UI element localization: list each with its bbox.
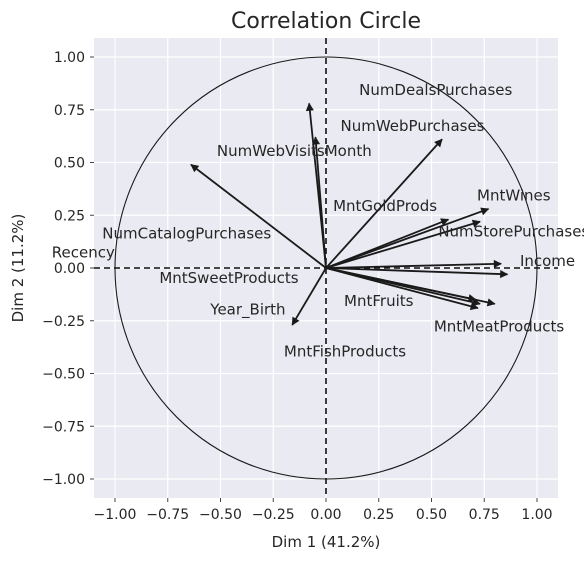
variable-label: Income (520, 252, 575, 270)
loading-arrow (325, 259, 502, 269)
variable-label: MntFruits (344, 292, 414, 310)
loading-arrow (325, 267, 479, 311)
y-tick-label: 0.25 (54, 208, 85, 224)
variable-label: MntFishProducts (284, 343, 406, 361)
loading-arrow (325, 138, 443, 269)
loading-arrow (291, 267, 327, 326)
loading-arrow (325, 267, 477, 303)
x-tick-label: −0.25 (252, 507, 295, 523)
variable-label: MntWines (477, 186, 551, 204)
x-tick-label: −0.50 (199, 507, 242, 523)
variable-label: NumDealsPurchases (359, 81, 512, 99)
variable-label: NumCatalogPurchases (102, 224, 271, 242)
y-tick-label: −0.50 (42, 367, 85, 383)
loading-arrow (190, 163, 327, 269)
x-tick-label: 1.00 (521, 507, 552, 523)
loading-arrow (325, 267, 509, 279)
x-tick-label: 0.75 (469, 507, 500, 523)
x-tick-label: 0.25 (363, 507, 394, 523)
x-axis-label: Dim 1 (41.2%) (272, 533, 381, 551)
loading-arrow (325, 218, 450, 269)
x-tick-label: 0.00 (310, 507, 341, 523)
variable-label: MntMeatProducts (434, 317, 565, 335)
variable-label: NumWebPurchases (341, 117, 485, 135)
variable-label: MntGoldProds (333, 197, 437, 215)
x-axis-ticks: −1.00 −0.75 −0.50 −0.25 0.00 0.25 0.50 0.75 1.00 (94, 498, 553, 523)
loading-arrow (325, 219, 481, 269)
y-tick-label: 1.00 (54, 50, 85, 66)
y-tick-label: −0.75 (42, 419, 85, 435)
variable-label: Year_Birth (209, 300, 285, 319)
loading-arrow (311, 136, 327, 269)
y-tick-label: −1.00 (42, 472, 85, 488)
y-tick-label: 0.75 (54, 103, 85, 119)
chart-title: Correlation Circle (231, 9, 421, 34)
variable-label: NumWebVisitsMonth (217, 142, 372, 160)
x-tick-label: 0.50 (416, 507, 447, 523)
y-axis-label: Dim 2 (11.2%) (9, 214, 27, 323)
y-tick-label: 0.50 (54, 156, 85, 172)
plot-content: NumDealsPurchases NumWebPurchases NumWebVi… (52, 38, 584, 498)
x-tick-label: −0.75 (146, 507, 189, 523)
x-tick-label: −1.00 (94, 507, 137, 523)
variable-label: NumStorePurchases (438, 222, 584, 240)
y-axis-ticks: −1.00 −0.75 −0.50 −0.25 0.00 0.25 0.50 0.75 1.00 (42, 50, 94, 488)
y-tick-label: 0.00 (54, 261, 85, 277)
variable-label: MntSweetProducts (159, 269, 298, 287)
variable-label: Recency (52, 243, 115, 261)
y-tick-label: −0.25 (42, 314, 85, 330)
